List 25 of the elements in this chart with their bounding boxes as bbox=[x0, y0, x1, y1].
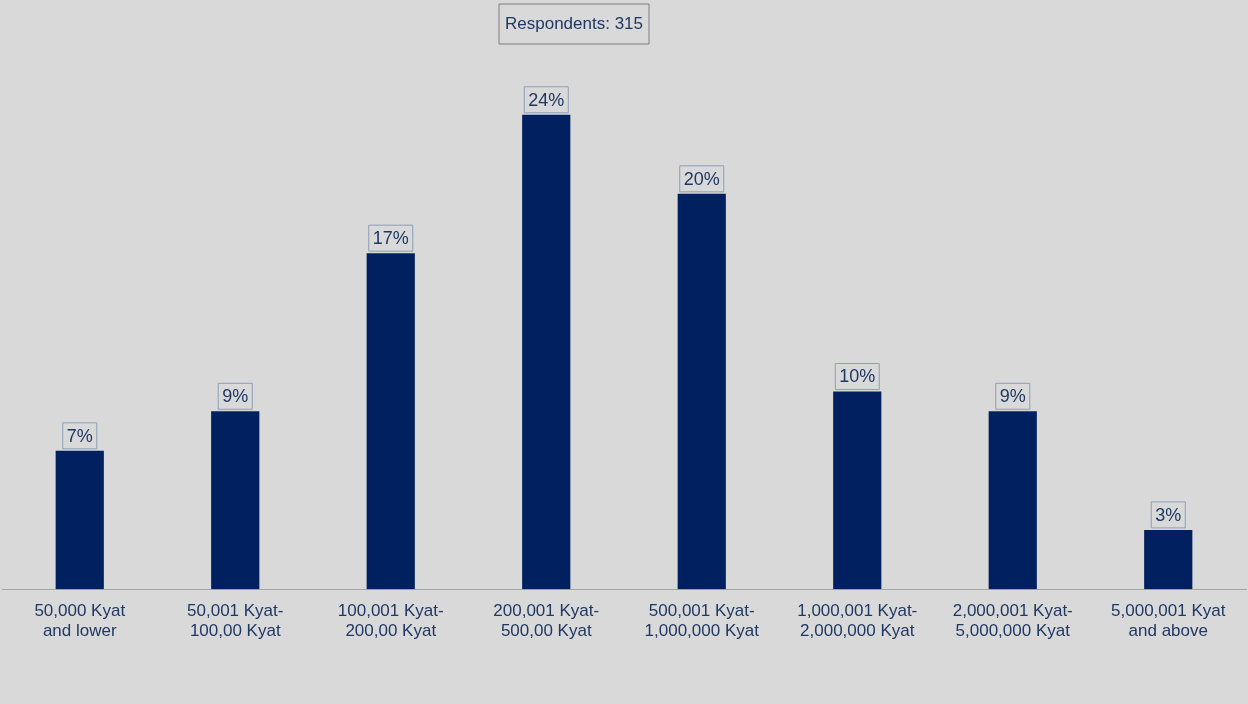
x-tick-label: 100,001 Kyat-200,00 Kyat bbox=[337, 601, 444, 641]
bar bbox=[211, 411, 260, 590]
bar bbox=[1144, 529, 1193, 590]
text: Respondents: 315 bbox=[505, 13, 643, 33]
bar bbox=[522, 114, 571, 590]
data-label: 9% bbox=[222, 386, 249, 407]
x-tick-label: 1,000,001 Kyat-2,000,000 Kyat bbox=[797, 601, 918, 641]
data-label: 17% bbox=[372, 228, 409, 249]
data-label: 7% bbox=[66, 425, 93, 446]
x-tick-label: 50,000 Kyat and lower bbox=[34, 601, 126, 641]
bar bbox=[833, 391, 882, 590]
x-tick-label: 200,001 Kyat-500,00 Kyat bbox=[493, 601, 600, 641]
x-tick-label: 5,000,001 Kyat and above bbox=[1111, 601, 1226, 641]
bar bbox=[677, 193, 726, 590]
data-label: 3% bbox=[1155, 504, 1182, 525]
data-label: 9% bbox=[999, 386, 1026, 407]
data-label: 10% bbox=[839, 366, 876, 387]
bar bbox=[988, 411, 1037, 590]
x-tick-label: 2,000,001 Kyat-5,000,000 Kyat bbox=[952, 601, 1073, 641]
bar bbox=[55, 450, 104, 590]
bar bbox=[366, 253, 415, 590]
data-label: 24% bbox=[528, 89, 565, 110]
x-tick-label: 500,001 Kyat-1,000,000 Kyat bbox=[644, 601, 760, 641]
x-tick-label: 50,001 Kyat-100,00 Kyat bbox=[187, 601, 284, 641]
data-label: 20% bbox=[683, 168, 720, 189]
